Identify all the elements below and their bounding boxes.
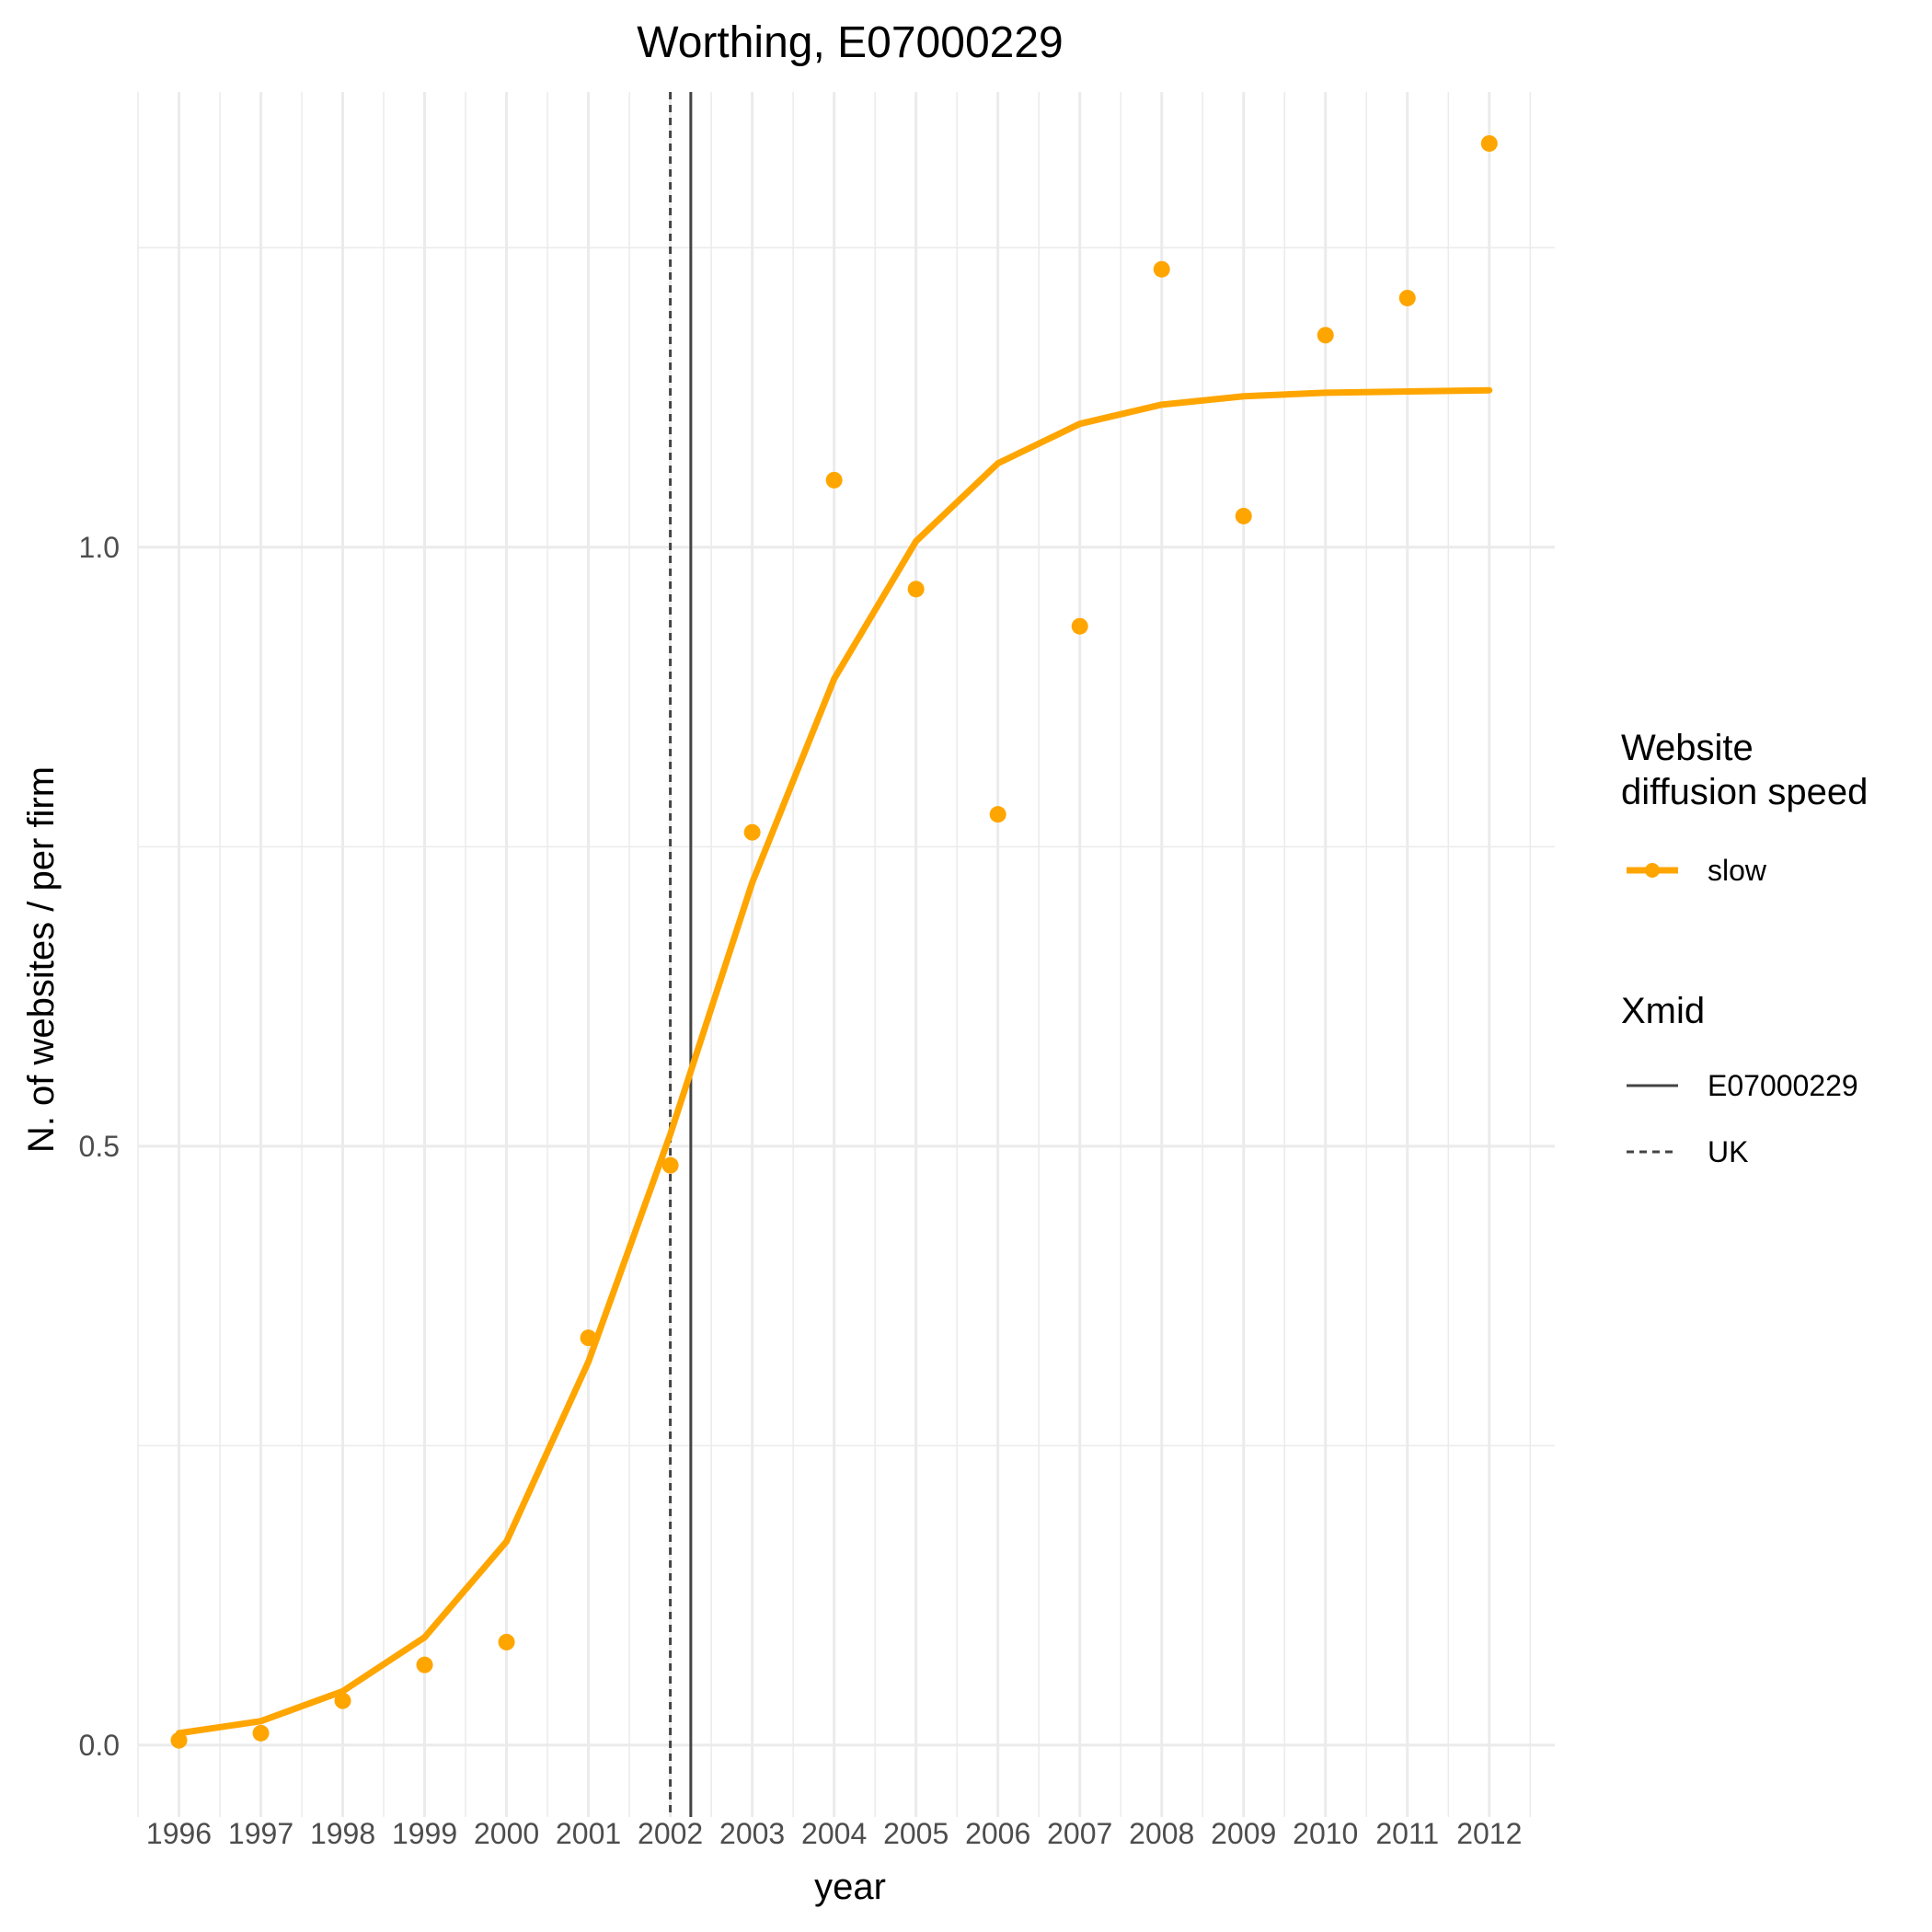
y-tick-label-0.0: 0.0 [79,1729,120,1762]
x-tick-label-1996: 1996 [146,1817,212,1850]
legend-speed-title-line2: diffusion speed [1621,772,1868,812]
x-tick-label-2012: 2012 [1456,1817,1522,1850]
legend-xmid-title: Xmid [1621,991,1705,1031]
series-slow-point-2009 [1235,507,1252,524]
vline-layer [669,92,693,1817]
legend-e07000229-label: E07000229 [1708,1069,1858,1102]
x-tick-label-2004: 2004 [801,1817,867,1850]
series-slow-point-2002 [661,1156,679,1174]
x-tick-label-1999: 1999 [392,1817,457,1850]
x-axis-title: year [814,1867,886,1907]
series-slow-point-2000 [498,1633,515,1650]
legend-slow-point [1645,863,1660,878]
series-slow-point-2007 [1071,617,1088,635]
y-tick-label-0.5: 0.5 [79,1130,120,1163]
series-slow-point-2010 [1317,327,1334,344]
x-tick-label-2008: 2008 [1129,1817,1194,1850]
series-slow-point-1997 [252,1724,270,1742]
y-axis-title: N. of websites / per firm [21,766,62,1153]
x-tick-label-1997: 1997 [228,1817,293,1850]
chart-title: Worthing, E07000229 [637,18,1063,67]
series-slow-point-1996 [170,1731,188,1749]
series-slow-fitted-line [176,386,1493,1737]
x-tick-label-2007: 2007 [1047,1817,1112,1850]
tick-layer: 1996 1997 1998 1999 2000 2001 2002 2003 2004 2005… [79,531,1523,1850]
y-tick-label-1.0: 1.0 [79,531,120,564]
series-slow-point-2004 [825,471,843,489]
series-slow-point-2012 [1480,134,1498,152]
legend-speed-title-line1: Website [1621,728,1754,768]
legend: Website diffusion speed slow Xmid E07000… [1621,728,1868,1168]
x-tick-label-2003: 2003 [719,1817,785,1850]
legend-uk-label: UK [1708,1135,1748,1168]
grid-layer [137,92,1555,1817]
series-layer [170,134,1498,1749]
x-tick-label-2002: 2002 [638,1817,703,1850]
x-tick-label-2000: 2000 [474,1817,539,1850]
series-slow-point-2006 [989,806,1006,823]
x-tick-label-1998: 1998 [310,1817,375,1850]
series-slow-point-2008 [1153,260,1170,278]
x-tick-label-2006: 2006 [965,1817,1030,1850]
x-tick-label-2011: 2011 [1375,1817,1439,1850]
series-slow-point-2001 [580,1329,597,1347]
series-slow-point-2011 [1398,289,1416,306]
x-tick-label-2001: 2001 [556,1817,621,1850]
series-slow-point-1998 [334,1692,351,1709]
x-tick-label-2009: 2009 [1211,1817,1276,1850]
series-slow-point-2005 [907,581,925,598]
x-tick-label-2010: 2010 [1293,1817,1358,1850]
legend-slow-label: slow [1708,854,1767,887]
series-slow-point-1999 [416,1656,433,1673]
series-slow-point-2003 [743,823,761,841]
x-tick-label-2005: 2005 [883,1817,949,1850]
